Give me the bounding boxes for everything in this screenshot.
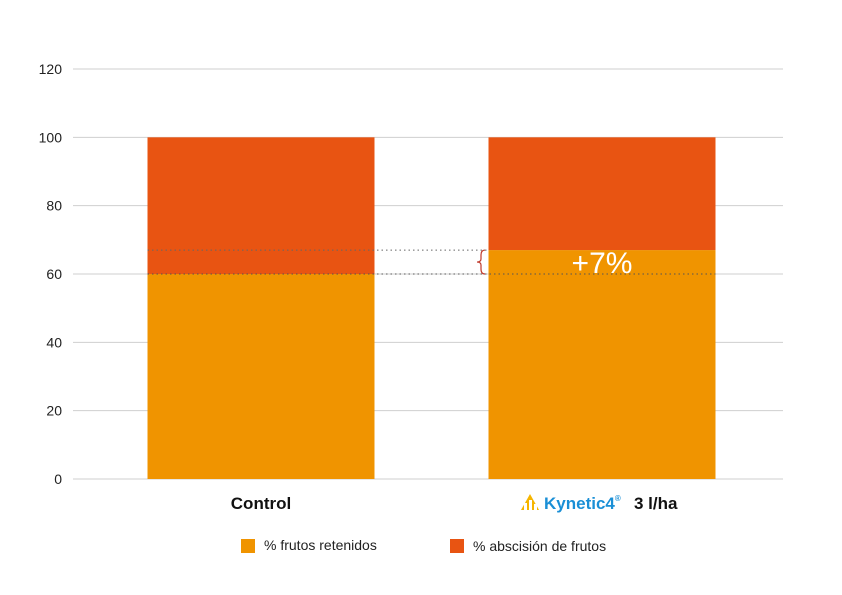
brand-name: Kynetic4® — [544, 494, 621, 513]
y-tick-label-40: 40 — [46, 334, 62, 350]
y-axis-ticks: 0 20 40 60 80 100 120 — [39, 61, 63, 487]
legend-label-retenidos: % frutos retenidos — [264, 537, 377, 553]
category-label-control: Control — [231, 494, 291, 513]
y-tick-label-100: 100 — [39, 129, 63, 145]
legend-label-abscision: % abscisión de frutos — [473, 538, 606, 554]
y-tick-label-20: 20 — [46, 403, 62, 419]
difference-guides: +7% — [147, 247, 716, 280]
kynetic4-logo-icon — [521, 494, 539, 510]
difference-annotation: +7% — [572, 247, 633, 280]
category-label-kynetic4: Kynetic4® 3 l/ha — [521, 494, 678, 513]
bar-retenidos-1 — [488, 250, 716, 479]
category-label-dose: 3 l/ha — [634, 494, 678, 513]
legend-swatch-retenidos — [241, 539, 255, 553]
y-tick-label-80: 80 — [46, 198, 62, 214]
bar-abscision-0 — [147, 137, 375, 274]
bars — [147, 137, 716, 479]
legend: % frutos retenidos % abscisión de frutos — [241, 537, 606, 554]
bar-abscision-1 — [488, 137, 716, 251]
y-tick-label-60: 60 — [46, 266, 62, 282]
bar-retenidos-0 — [147, 274, 375, 479]
difference-brace — [476, 249, 486, 275]
y-tick-label-0: 0 — [54, 471, 62, 487]
y-tick-label-120: 120 — [39, 61, 63, 77]
legend-swatch-abscision — [450, 539, 464, 553]
